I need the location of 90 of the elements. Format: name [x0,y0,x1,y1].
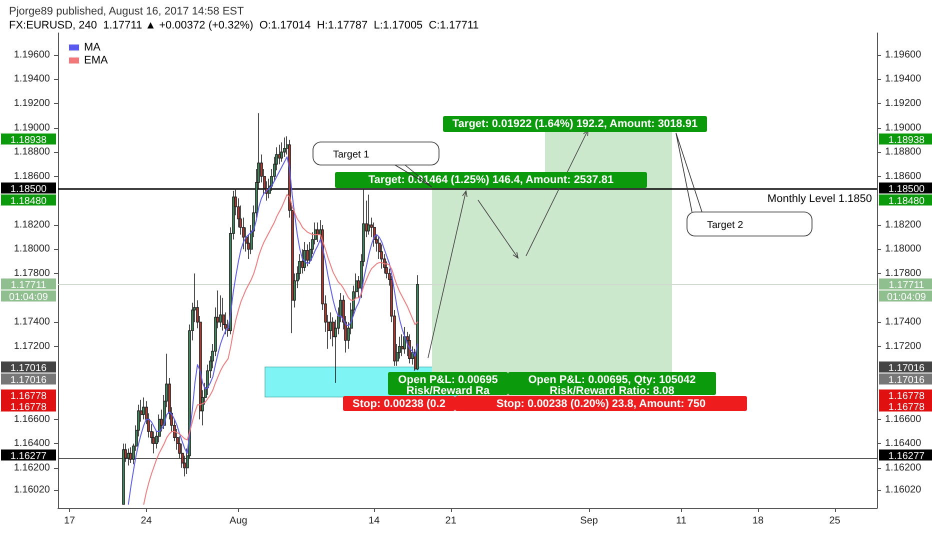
y-tick-label: 1.17200 [14,340,50,352]
text: 1.17711 [888,280,925,291]
text: 1.16778 [10,402,47,413]
text: 01:04:09 [887,292,926,303]
candlestick [316,222,319,242]
y2-tick-label: 1.17800 [885,268,922,280]
y2-tick-label: 1.18200 [885,219,922,230]
y2-tick-label: 1.16600 [885,414,922,425]
candlestick [306,244,309,267]
text: 1.18500 [888,184,926,195]
label-box: Open P&L: 0.00695 Risk/Reward Ra [388,372,508,397]
annotation: Target: 0.01464 (1.25%) 146.4, Amount: 2537.81 [368,174,614,186]
y2-tick-label: 1.17200 [885,340,922,352]
x-tick-label: 24 [140,516,152,526]
y2-tick-label: 1.19400 [885,74,922,85]
y2-tick-label: 1.16200 [885,462,922,474]
x-tick-label: 11 [676,516,687,526]
text: 1.16277 [888,451,926,462]
y2-tick-label: 1.16020 [885,484,922,496]
text: 1.18480 [888,196,926,207]
y2-tick-label: 1.18000 [885,244,922,255]
y-tick-label: 1.18800 [14,146,50,158]
text: 1.16778 [888,391,926,402]
text: 1.16277 [10,451,47,462]
text: 1.17016 [888,375,926,386]
text: 1.18500 [10,184,47,195]
y-tick-label: 1.16400 [14,438,50,450]
y-tick-label: 1.19200 [14,98,50,109]
y-tick-label: 1.18600 [14,170,50,182]
y-tick-label: 1.19600 [14,49,50,60]
text: 1.17016 [888,363,926,374]
y-tick-label: 1.16200 [14,462,50,474]
annotation: Stop: 0.00238 (0.2 [352,398,446,410]
y-tick-label: 1.17800 [14,268,50,280]
candlestick [142,397,145,420]
y2-tick-label: 1.18600 [885,170,922,182]
annotation: Target: 0.01922 (1.64%) 192.2, Amount: 3018.91 [452,118,698,130]
text: 1.18938 [10,135,47,146]
x-tick-label: Sep [580,516,598,526]
y2-tick-label: 1.17400 [885,316,922,328]
y-tick-label: 1.16600 [14,414,50,425]
ref-line-label: Monthly Level 1.1850 [767,193,872,205]
y2-tick-label: 1.19200 [885,98,922,109]
y2-tick-label: 1.18800 [885,146,922,158]
y-tick-label: 1.16020 [14,484,50,496]
candlestick [367,194,370,236]
annotation: Stop: 0.00238 (0.20%) 23.8, Amount: 750 [496,398,706,410]
label-box: Stop: 0.00238 (0.2 [343,396,455,411]
x-tick-label: 18 [752,516,764,526]
label-box: Target: 0.01464 (1.25%) 146.4, Amount: 2537.81 [335,172,647,188]
y-tick-label: 1.19400 [14,74,50,85]
candlestick [129,446,132,464]
text: 1.17711 [10,280,46,291]
label-box: Target: 0.01922 (1.64%) 192.2, Amount: 3018.91 [443,116,707,132]
text: 1.18938 [888,135,926,146]
candlestick [122,443,125,505]
x-tick-label: Aug [230,516,248,526]
legend-label: EMA [84,54,108,66]
y2-tick-label: 1.19000 [885,122,922,134]
label-box: Stop: 0.00238 (0.20%) 23.8, Amount: 750 [455,396,747,411]
annotation: Target 1 [333,150,370,160]
text: 1.17016 [10,363,47,374]
annotation: Target 2 [707,220,744,231]
annotation: Open P&L: 0.00695, Qty: 105042 Risk/Reward Ratio: 8.08 [528,374,696,397]
x-tick-label: 21 [445,516,457,526]
y2-tick-label: 1.19600 [885,49,922,60]
legend-label: MA [84,42,102,54]
text: 1.17016 [10,375,47,386]
y-tick-label: 1.19000 [14,122,50,134]
text: 1.18480 [10,196,47,207]
text: 1.16778 [10,391,47,402]
candlestick [222,297,225,332]
text: 01:04:09 [9,292,48,303]
y2-tick-label: 1.16400 [885,438,922,450]
x-tick-label: 14 [368,516,380,526]
chart-subtitle: FX:EURUSD, 240 1.17711 ▲ +0.00372 (+0.32%) O:1.17014 H:1.17787 L:1.17005 C:1.17711 [9,20,479,32]
label-box: Open P&L: 0.00695, Qty: 105042 Risk/Reward Ratio: 8.08 [508,372,716,397]
chart-title: Pjorge89 published, August 16, 2017 14:58 EST [9,6,244,18]
annotation: Open P&L: 0.00695 Risk/Reward Ra [398,374,498,397]
candlestick [403,326,406,354]
candlestick [303,242,306,272]
y-tick-label: 1.18000 [14,244,50,255]
x-tick-label: 25 [829,516,841,526]
candlestick [416,274,419,371]
candlestick [408,334,411,364]
y-tick-label: 1.17400 [14,316,50,328]
text: 1.16778 [888,402,926,413]
x-tick-label: 17 [64,516,76,526]
candlestick [280,142,283,162]
y-tick-label: 1.18200 [14,219,50,230]
